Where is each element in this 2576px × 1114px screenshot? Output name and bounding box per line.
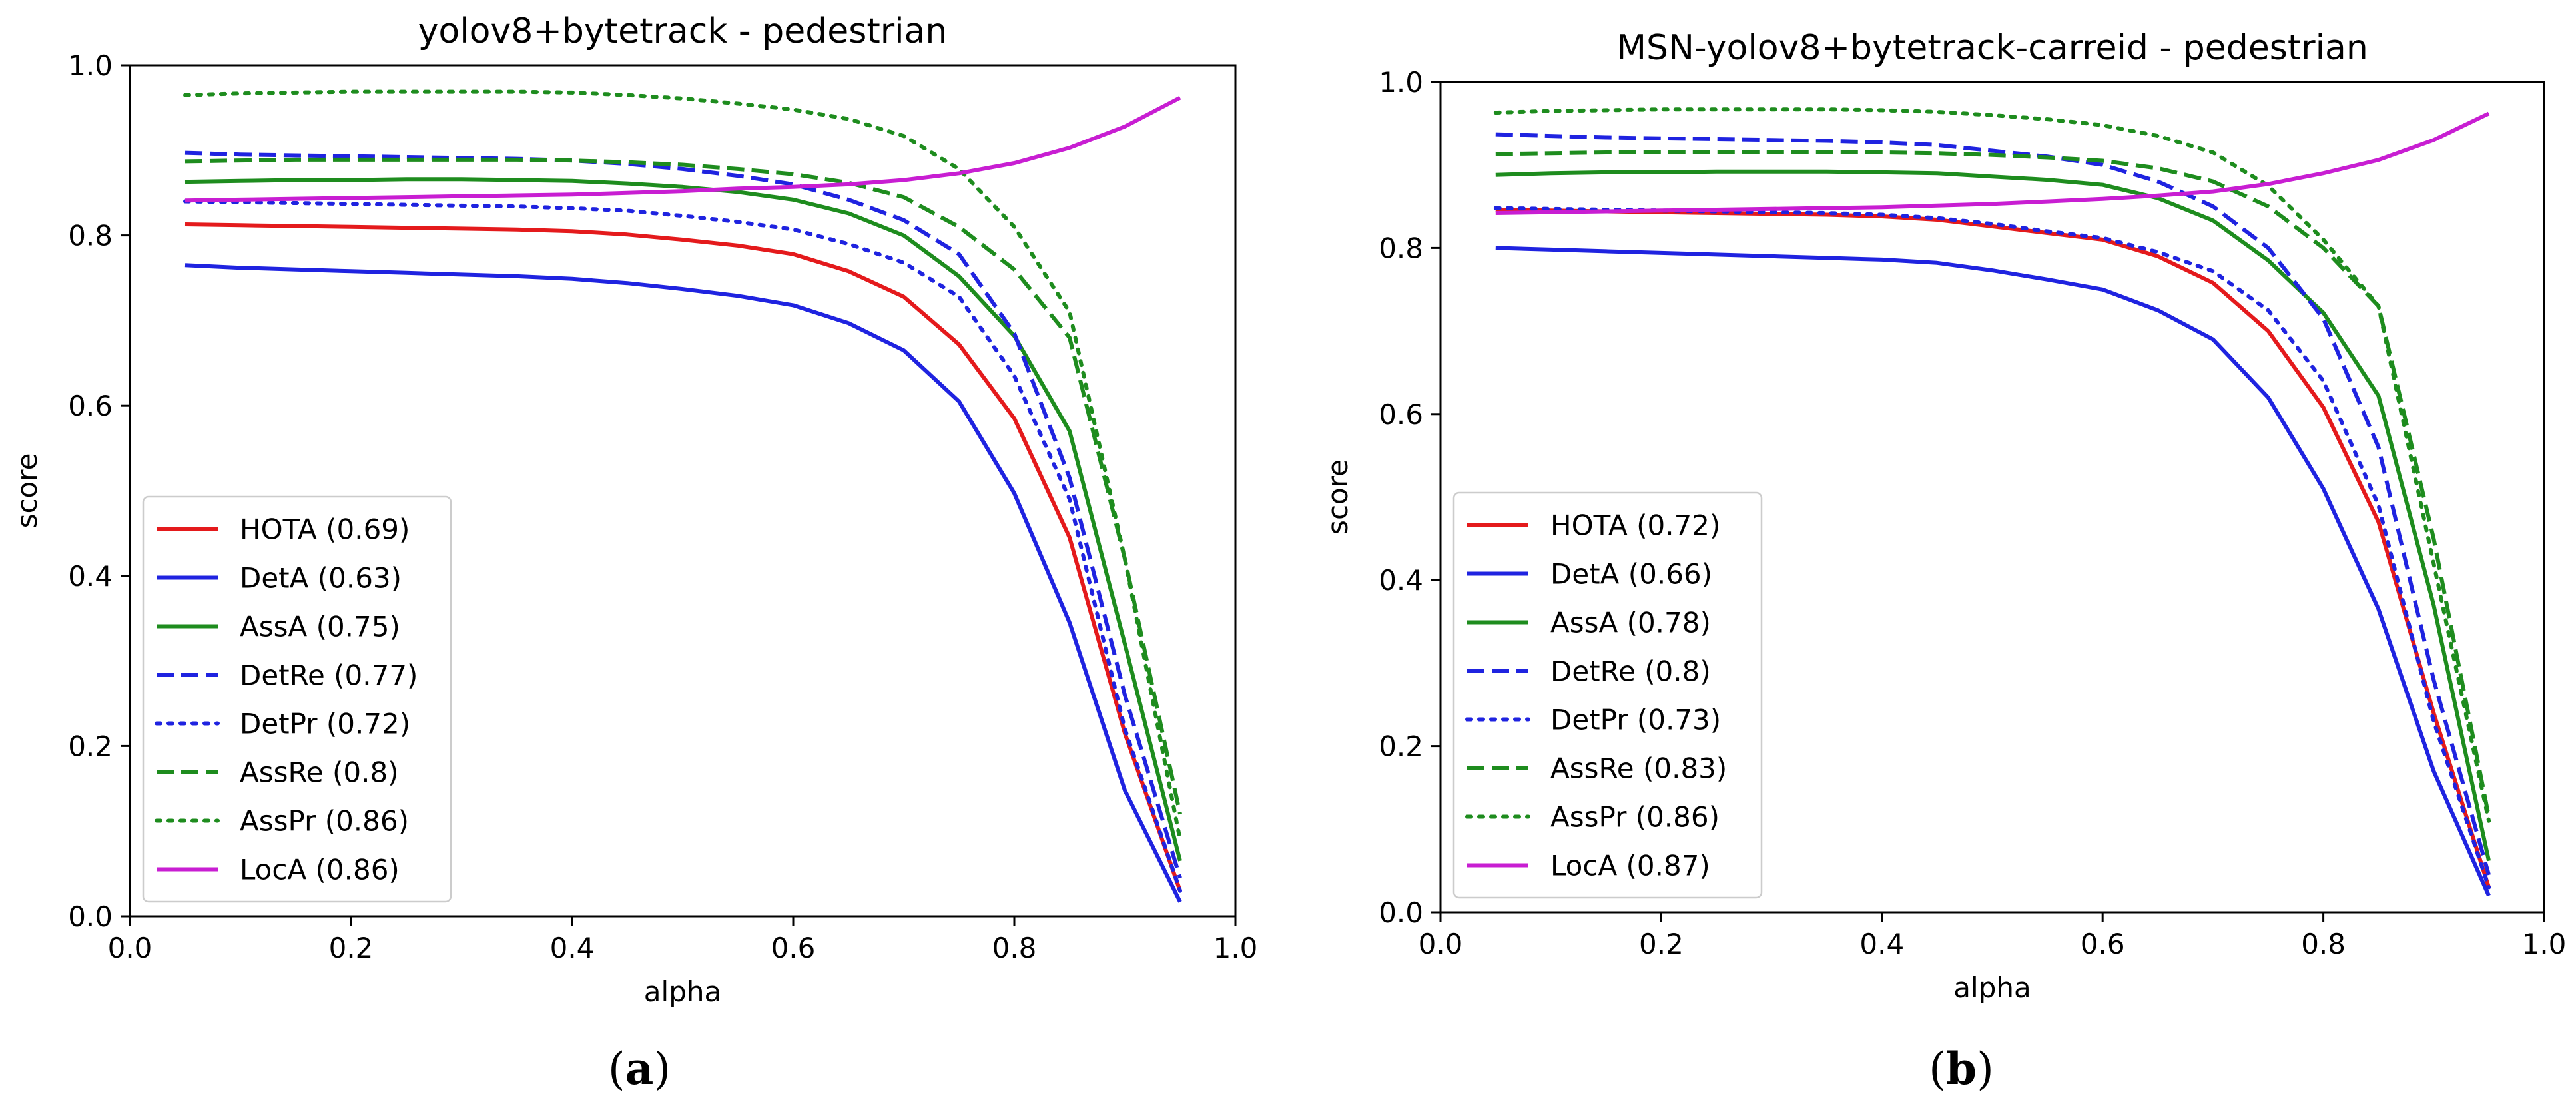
panel-caption: (b) (1929, 1043, 1994, 1095)
y-tick-label: 0.2 (1379, 730, 1423, 763)
y-tick-label: 0.8 (68, 220, 113, 252)
x-axis-label: alpha (1953, 972, 2031, 1004)
x-tick-label: 0.6 (2081, 928, 2125, 960)
chart-panel-a: yolov8+bytetrack - pedestrian 0.0 0.2 0.4 0.… (11, 11, 1257, 1095)
x-tick-label: 0.4 (1859, 928, 1904, 960)
y-axis-label: score (11, 453, 43, 529)
y-tick-label: 0.6 (1379, 398, 1423, 431)
panel-caption-letter: a (625, 1043, 654, 1095)
y-tick-label: 0.2 (68, 730, 113, 762)
legend-entry-label: DetA (0.63) (240, 562, 402, 595)
x-tick-label: 0.8 (2301, 928, 2346, 960)
series-line-assre (1495, 150, 2491, 818)
legend-entry-label: AssRe (0.8) (240, 756, 399, 789)
series-line-detpr (183, 199, 1182, 893)
x-tick-label: 0.4 (550, 932, 595, 964)
x-tick-label: 0.6 (771, 932, 816, 964)
x-tick-label: 0.8 (992, 932, 1037, 964)
legend-entry-label: AssA (0.75) (240, 611, 400, 643)
y-tick-label: 0.4 (68, 560, 113, 593)
plot-frame (129, 64, 1237, 918)
y-tick-label: 0.0 (1379, 896, 1423, 929)
legend: HOTA (0.72) DetA (0.66) AssA (0.78) DetRe (… (1452, 491, 1763, 899)
legend-entry-label: DetPr (0.72) (240, 708, 410, 740)
series-lines (183, 89, 1182, 903)
legend-entry-label: DetRe (0.77) (240, 659, 418, 692)
x-tick-label: 0.2 (1639, 928, 1684, 960)
series-line-deta (184, 263, 1182, 903)
y-tick-label: 0.0 (68, 900, 113, 933)
x-tick-label: 0.0 (108, 932, 153, 964)
y-axis-label: score (1321, 459, 1354, 535)
chart-title: MSN-yolov8+bytetrack-carreid - pedestria… (1616, 28, 2368, 68)
x-tick-label: 0.0 (1419, 928, 1463, 960)
legend-entry-label: DetA (0.66) (1550, 558, 1712, 591)
series-line-detpr (1493, 206, 2491, 890)
legend-entry-label: LocA (0.87) (1550, 850, 1710, 882)
series-line-asspr (1493, 107, 2491, 823)
legend-entry-label: AssRe (0.83) (1550, 752, 1727, 785)
series-line-hota (184, 222, 1182, 892)
chart-title: yolov8+bytetrack - pedestrian (418, 11, 948, 51)
x-tick-label: 1.0 (1213, 932, 1258, 964)
x-tick-label: 0.2 (329, 932, 374, 964)
series-line-loca (184, 95, 1181, 203)
legend-entry-label: AssPr (0.86) (1550, 801, 1720, 834)
legend-box (1452, 491, 1763, 899)
legend-entry-label: AssPr (0.86) (240, 805, 409, 838)
y-tick-label: 1.0 (68, 49, 113, 82)
panel-caption: (a) (608, 1043, 671, 1095)
legend-entry-label: HOTA (0.72) (1550, 509, 1720, 542)
legend-entry-label: DetRe (0.8) (1550, 655, 1711, 688)
chart-panel-b: MSN-yolov8+bytetrack-carreid - pedestria… (1321, 28, 2566, 1095)
x-tick-label: 1.0 (2522, 928, 2567, 960)
series-line-asspr (183, 89, 1182, 842)
legend-entry-label: AssA (0.78) (1550, 607, 1711, 639)
series-lines (1493, 107, 2491, 897)
y-tick-label: 1.0 (1379, 66, 1423, 99)
series-line-detre (184, 150, 1182, 879)
series-line-assa (1495, 169, 2491, 862)
legend: HOTA (0.69) DetA (0.63) AssA (0.75) DetRe (… (142, 495, 452, 903)
x-axis-label: alpha (644, 975, 721, 1008)
legend-entry-label: DetPr (0.73) (1550, 704, 1721, 736)
series-line-deta (1495, 246, 2491, 897)
series-line-loca (1495, 111, 2490, 215)
y-tick-label: 0.8 (1379, 232, 1423, 264)
legend-box (142, 495, 452, 903)
y-tick-label: 0.4 (1379, 564, 1423, 597)
plot-frame (1439, 81, 2545, 914)
legend-entry-label: LocA (0.86) (240, 854, 400, 886)
series-line-assre (184, 157, 1182, 815)
series-line-detre (1495, 132, 2491, 876)
panel-caption-letter: b (1946, 1043, 1977, 1095)
legend-entry-label: HOTA (0.69) (240, 513, 410, 546)
y-tick-label: 0.6 (68, 390, 113, 422)
